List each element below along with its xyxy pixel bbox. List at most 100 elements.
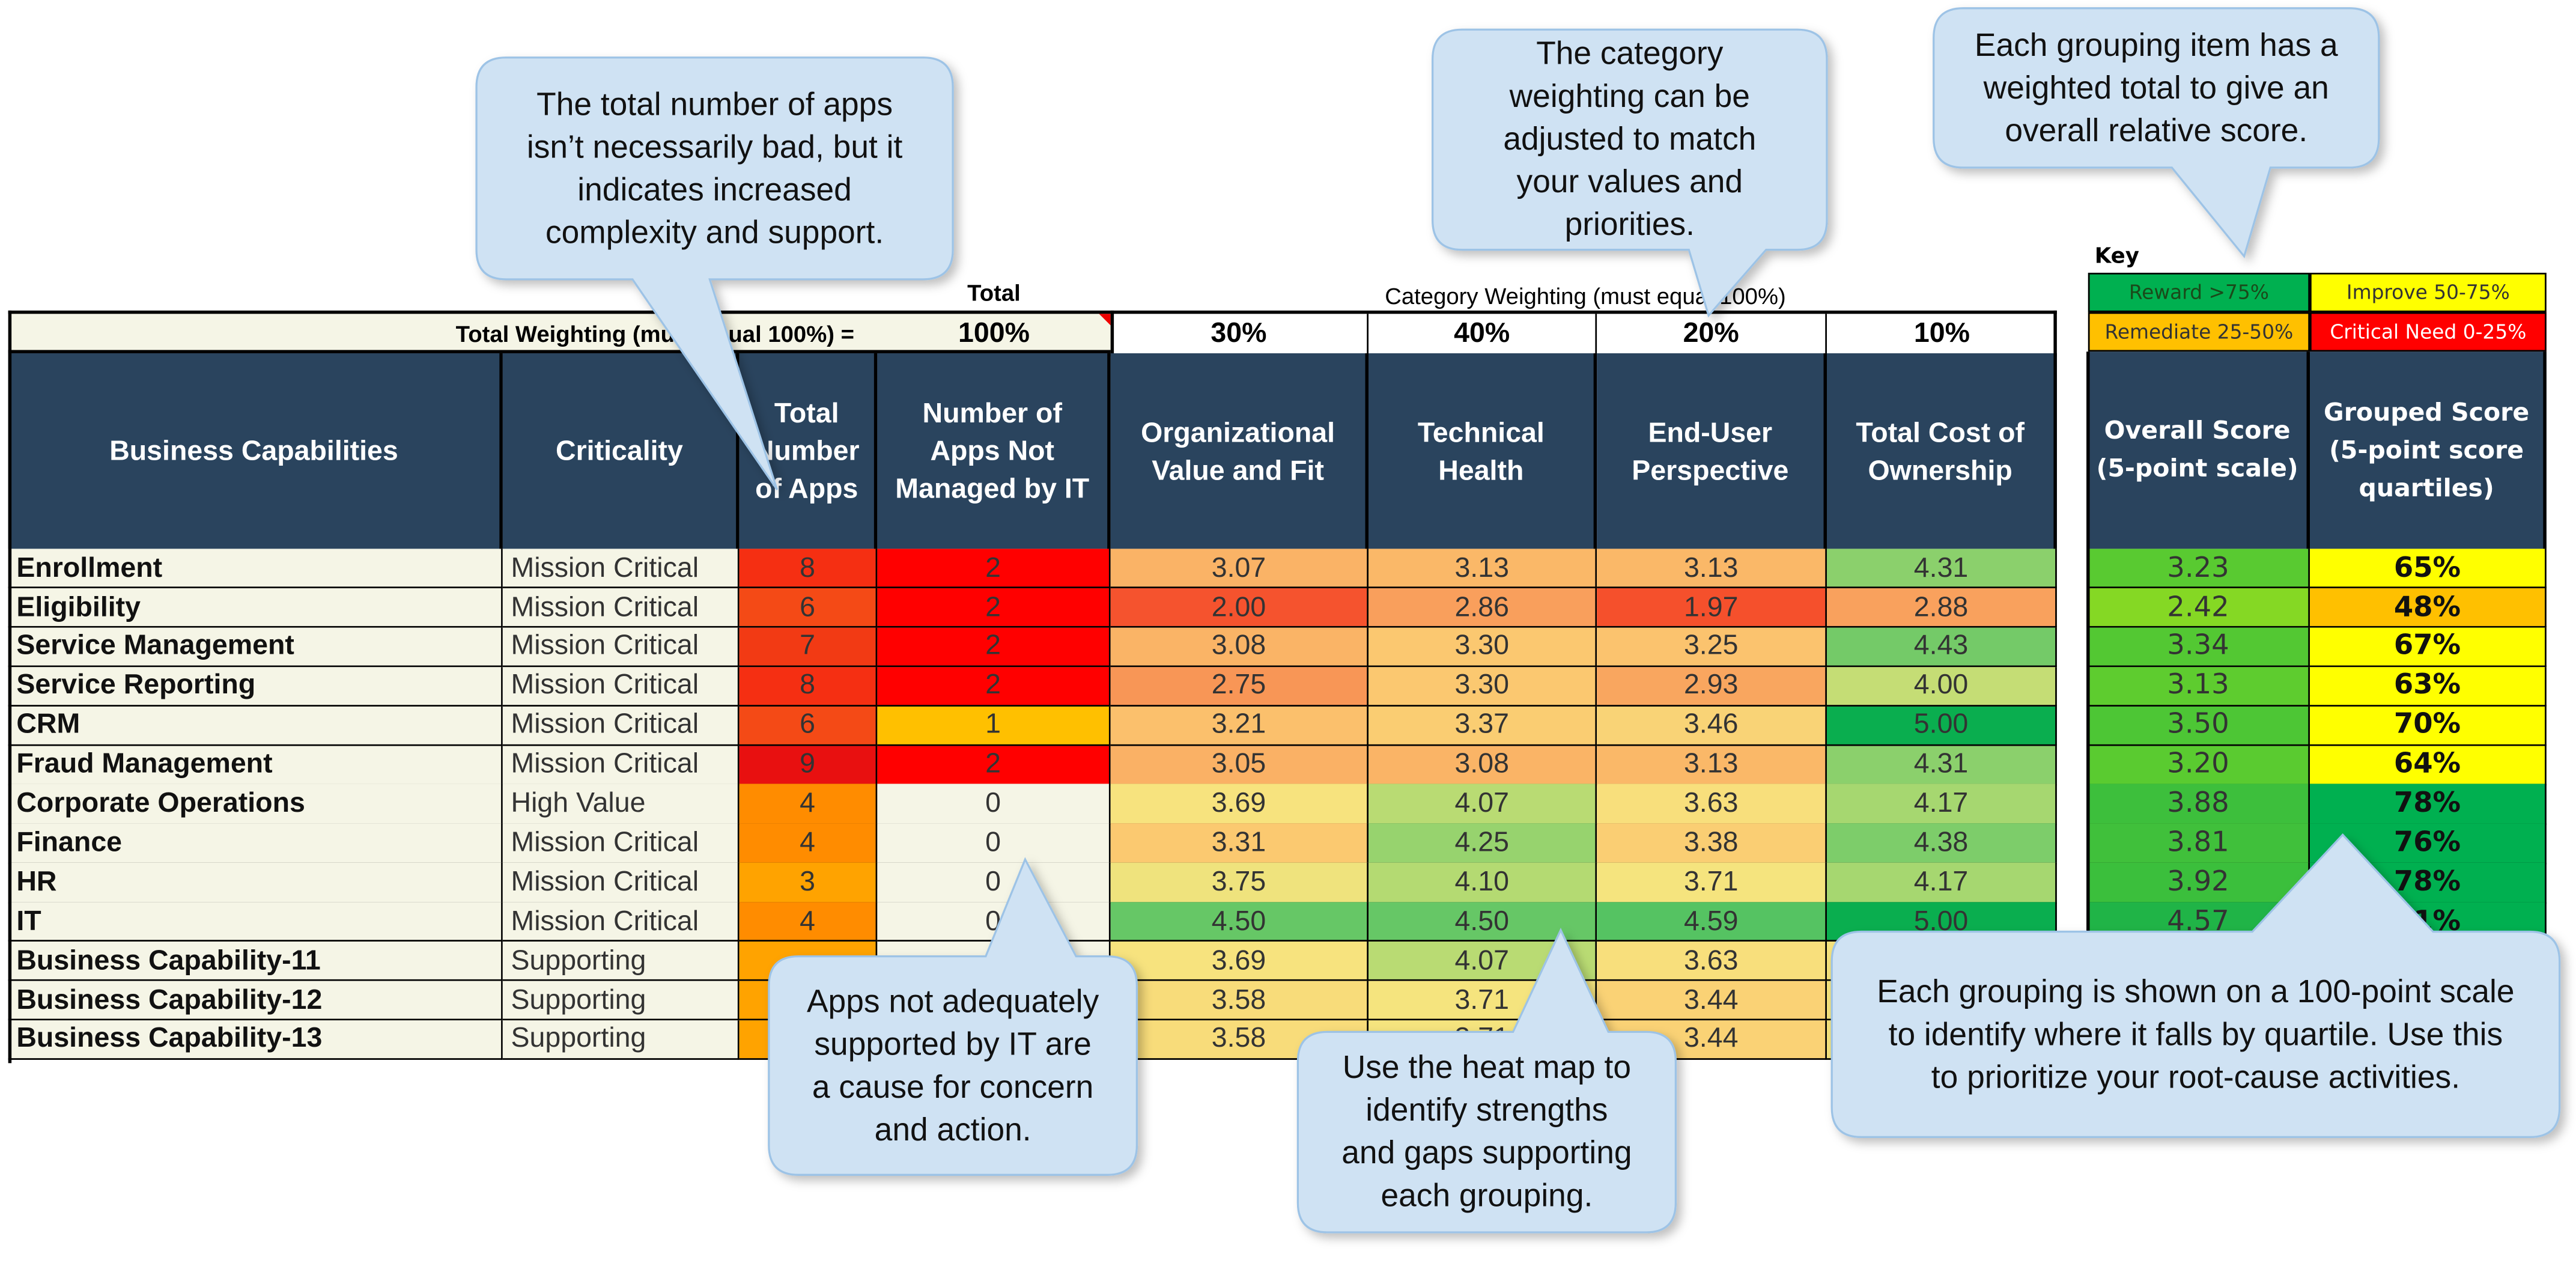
- end-user-cell[interactable]: 3.25: [1597, 627, 1827, 668]
- total-apps-cell[interactable]: 3: [739, 863, 878, 903]
- grouped-score-cell[interactable]: 78%: [2309, 784, 2547, 825]
- tech-health-cell[interactable]: 4.10: [1368, 863, 1597, 903]
- not-managed-cell[interactable]: 2: [877, 666, 1111, 707]
- overall-score-cell[interactable]: 3.81: [2088, 823, 2310, 864]
- total-weighting-value[interactable]: 100%: [958, 317, 1030, 348]
- total-apps-cell[interactable]: 6: [739, 705, 878, 746]
- criticality-cell[interactable]: Mission Critical: [502, 745, 740, 785]
- tech-health-cell[interactable]: 2.86: [1368, 588, 1597, 628]
- grouped-score-cell[interactable]: 48%: [2309, 588, 2547, 628]
- criticality-cell[interactable]: Mission Critical: [502, 588, 740, 628]
- weight-org-value[interactable]: 30%: [1111, 314, 1369, 353]
- capability-name[interactable]: Finance: [8, 823, 503, 864]
- grouped-score-cell[interactable]: 70%: [2309, 705, 2547, 746]
- org-value-cell[interactable]: 3.69: [1110, 941, 1369, 982]
- overall-score-cell[interactable]: 2.42: [2088, 588, 2310, 628]
- overall-score-cell[interactable]: 3.34: [2088, 627, 2310, 668]
- org-value-cell[interactable]: 3.31: [1110, 823, 1369, 864]
- capability-name[interactable]: CRM: [8, 705, 503, 746]
- grouped-score-cell[interactable]: 67%: [2309, 627, 2547, 668]
- total-apps-cell[interactable]: 4: [739, 902, 878, 943]
- end-user-cell[interactable]: 3.13: [1597, 549, 1827, 589]
- criticality-cell[interactable]: High Value: [502, 784, 740, 825]
- org-value-cell[interactable]: 3.21: [1110, 705, 1369, 746]
- not-managed-cell[interactable]: 1: [877, 705, 1111, 746]
- capability-name[interactable]: HR: [8, 863, 503, 903]
- end-user-cell[interactable]: 3.44: [1597, 981, 1827, 1021]
- capability-name[interactable]: Eligibility: [8, 588, 503, 628]
- tech-health-cell[interactable]: 4.25: [1368, 823, 1597, 864]
- overall-score-cell[interactable]: 3.23: [2088, 549, 2310, 589]
- tech-health-cell[interactable]: 3.37: [1368, 705, 1597, 746]
- org-value-cell[interactable]: 3.58: [1110, 981, 1369, 1021]
- end-user-cell[interactable]: 2.93: [1597, 666, 1827, 707]
- criticality-cell[interactable]: Supporting: [502, 1020, 740, 1061]
- capability-name[interactable]: Business Capability-12: [8, 981, 503, 1021]
- end-user-cell[interactable]: 3.63: [1597, 941, 1827, 982]
- org-value-cell[interactable]: 2.75: [1110, 666, 1369, 707]
- end-user-cell[interactable]: 3.38: [1597, 823, 1827, 864]
- overall-score-cell[interactable]: 3.13: [2088, 666, 2310, 707]
- weight-tco[interactable]: 10%: [1913, 317, 1970, 348]
- capability-name[interactable]: Business Capability-13: [8, 1020, 503, 1061]
- org-value-cell[interactable]: 3.08: [1110, 627, 1369, 668]
- org-value-cell[interactable]: 2.00: [1110, 588, 1369, 628]
- not-managed-cell[interactable]: 0: [877, 784, 1111, 825]
- criticality-cell[interactable]: Supporting: [502, 981, 740, 1021]
- not-managed-cell[interactable]: 2: [877, 627, 1111, 668]
- tech-health-cell[interactable]: 3.30: [1368, 627, 1597, 668]
- criticality-cell[interactable]: Mission Critical: [502, 902, 740, 943]
- weight-end-user[interactable]: 20%: [1597, 314, 1827, 353]
- overall-score-cell[interactable]: 3.92: [2088, 863, 2310, 903]
- tech-health-cell[interactable]: 3.30: [1368, 666, 1597, 707]
- not-managed-cell[interactable]: 0: [877, 863, 1111, 903]
- tco-cell[interactable]: 5.00: [1826, 705, 2057, 746]
- tech-health-cell[interactable]: 3.13: [1368, 549, 1597, 589]
- capability-name[interactable]: Fraud Management: [8, 745, 503, 785]
- tco-cell[interactable]: 4.00: [1826, 666, 2057, 707]
- total-apps-cell[interactable]: 6: [739, 588, 878, 628]
- org-value-cell[interactable]: 3.07: [1110, 549, 1369, 589]
- tco-cell[interactable]: 4.43: [1826, 627, 2057, 668]
- org-value-cell[interactable]: 3.75: [1110, 863, 1369, 903]
- grouped-score-cell[interactable]: 65%: [2309, 549, 2547, 589]
- end-user-cell[interactable]: 3.13: [1597, 745, 1827, 785]
- grouped-score-cell[interactable]: 64%: [2309, 745, 2547, 785]
- criticality-cell[interactable]: Mission Critical: [502, 823, 740, 864]
- tco-cell[interactable]: 4.17: [1826, 784, 2057, 825]
- overall-score-cell[interactable]: 3.50: [2088, 705, 2310, 746]
- end-user-cell[interactable]: 3.71: [1597, 863, 1827, 903]
- end-user-cell[interactable]: 3.46: [1597, 705, 1827, 746]
- grouped-score-cell[interactable]: 63%: [2309, 666, 2547, 707]
- end-user-cell[interactable]: 3.63: [1597, 784, 1827, 825]
- total-apps-cell[interactable]: 9: [739, 745, 878, 785]
- criticality-cell[interactable]: Supporting: [502, 941, 740, 982]
- end-user-cell[interactable]: 4.59: [1597, 902, 1827, 943]
- capability-name[interactable]: Business Capability-11: [8, 941, 503, 982]
- criticality-cell[interactable]: Mission Critical: [502, 666, 740, 707]
- total-apps-cell[interactable]: 8: [739, 549, 878, 589]
- tco-cell[interactable]: 2.88: [1826, 588, 2057, 628]
- tech-health-cell[interactable]: 3.08: [1368, 745, 1597, 785]
- tco-cell[interactable]: 4.31: [1826, 745, 2057, 785]
- tco-cell[interactable]: 4.31: [1826, 549, 2057, 589]
- total-apps-cell[interactable]: 4: [739, 823, 878, 864]
- criticality-cell[interactable]: Mission Critical: [502, 705, 740, 746]
- criticality-cell[interactable]: Mission Critical: [502, 863, 740, 903]
- capability-name[interactable]: Enrollment: [8, 549, 503, 589]
- criticality-cell[interactable]: Mission Critical: [502, 549, 740, 589]
- tech-health-cell[interactable]: 4.07: [1368, 941, 1597, 982]
- capability-name[interactable]: Service Reporting: [8, 666, 503, 707]
- end-user-cell[interactable]: 1.97: [1597, 588, 1827, 628]
- tech-health-cell[interactable]: 4.07: [1368, 784, 1597, 825]
- criticality-cell[interactable]: Mission Critical: [502, 627, 740, 668]
- capability-name[interactable]: Corporate Operations: [8, 784, 503, 825]
- total-apps-cell[interactable]: 4: [739, 784, 878, 825]
- overall-score-cell[interactable]: 3.20: [2088, 745, 2310, 785]
- org-value-cell[interactable]: 4.50: [1110, 902, 1369, 943]
- org-value-cell[interactable]: 3.69: [1110, 784, 1369, 825]
- total-apps-cell[interactable]: 8: [739, 666, 878, 707]
- capability-name[interactable]: IT: [8, 902, 503, 943]
- overall-score-cell[interactable]: 3.88: [2088, 784, 2310, 825]
- not-managed-cell[interactable]: 2: [877, 588, 1111, 628]
